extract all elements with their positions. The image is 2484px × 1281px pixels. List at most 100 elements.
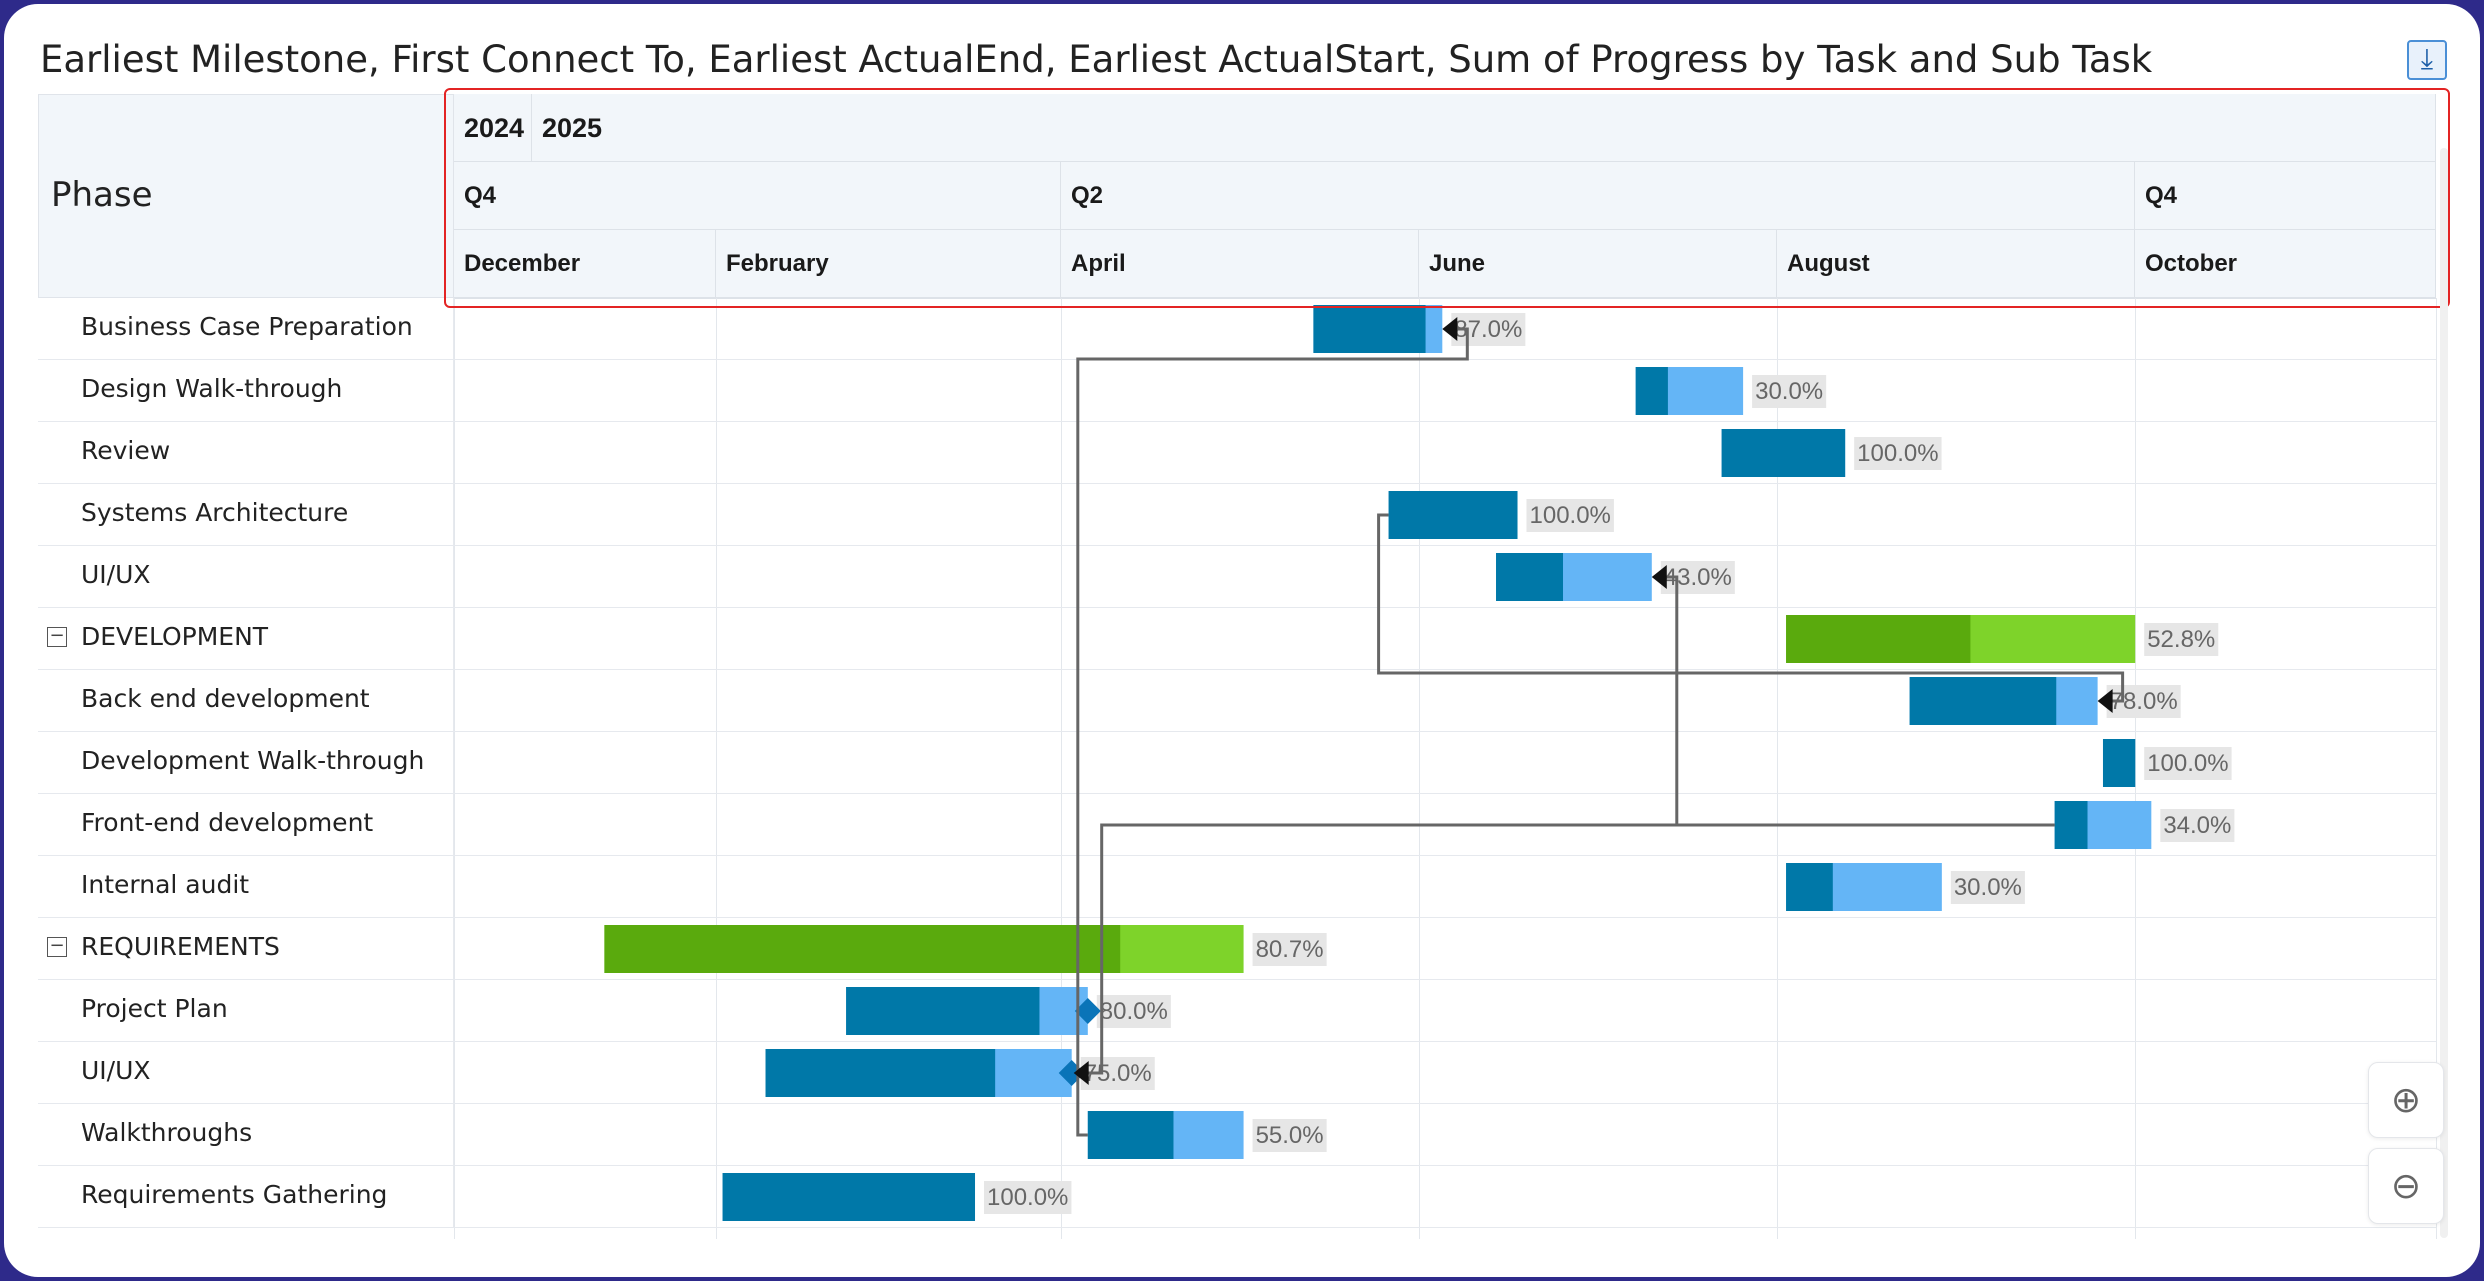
bar-progress [1635, 367, 1668, 415]
phase-label: DEVELOPMENT [81, 622, 269, 651]
month-april: April [1061, 230, 1419, 298]
bar-progress [2054, 801, 2088, 849]
month-october: October [2135, 230, 2436, 298]
row-label: Business Case Preparation [38, 298, 454, 360]
bar-progress [765, 1049, 996, 1097]
phase-label: REQUIREMENTS [81, 932, 280, 961]
row-label: Internal audit [38, 856, 454, 918]
bar-progress [604, 925, 1121, 973]
data-label-bg [2160, 809, 2235, 842]
dependency-connector [1076, 327, 1469, 1137]
dependency-connector [1079, 823, 2055, 1075]
table-row[interactable]: Design Walk-through [38, 360, 2436, 422]
data-label: 55.0% [1256, 1122, 1324, 1149]
data-label: 80.7% [1256, 936, 1324, 963]
quarter-q4-2024: Q4 [454, 162, 1061, 230]
grid-line [716, 298, 717, 1239]
dependency-arrow [1073, 1061, 1089, 1085]
data-label-bg [984, 1181, 1072, 1214]
data-label-bg [2144, 623, 2219, 656]
milestone-marker [1074, 998, 1101, 1024]
table-row[interactable]: − DEVELOPMENT [38, 608, 2436, 670]
phase-row-label: − REQUIREMENTS [38, 918, 454, 980]
data-label: 30.0% [1755, 378, 1823, 405]
row-label: Development Walk-through [38, 732, 454, 794]
grid-line [1419, 298, 1420, 1239]
data-label-bg [2144, 747, 2232, 780]
data-label-bg [1526, 499, 1614, 532]
collapse-icon[interactable]: − [47, 627, 67, 647]
bar-progress [1313, 305, 1426, 353]
dependency-connector [1377, 513, 2125, 703]
data-label-bg [1252, 933, 1327, 966]
export-icon[interactable]: ⤓ [2407, 40, 2447, 80]
phase-header-label: Phase [51, 175, 153, 215]
table-row[interactable]: Requirements Gathering [38, 1166, 2436, 1228]
grid-line [454, 298, 455, 1239]
grid-line [2135, 298, 2136, 1239]
dependency-arrow [2097, 689, 2113, 713]
year-2024: 2024 [454, 94, 532, 162]
data-label: 100.0% [987, 1184, 1068, 1211]
timeline-header: 2024 2025 Q4 Q2 Q4 December February Apr… [454, 94, 2436, 299]
zoom-in-icon[interactable]: ⊕ [2368, 1062, 2444, 1138]
grid-line [1061, 298, 1062, 1239]
bar-progress [1087, 1111, 1174, 1159]
data-label-bg [1096, 995, 1171, 1028]
month-august: August [1777, 230, 2135, 298]
table-row[interactable]: UI/UX [38, 546, 2436, 608]
row-label: Review [38, 422, 454, 484]
zoom-out-icon[interactable]: ⊖ [2368, 1148, 2444, 1224]
data-label-bg [1950, 871, 2025, 904]
table-row[interactable]: Development Walk-through [38, 732, 2436, 794]
table-row[interactable]: Systems Architecture [38, 484, 2436, 546]
grid-line [1777, 298, 1778, 1239]
vertical-scrollbar[interactable] [2440, 148, 2448, 1238]
table-row[interactable]: Project Plan [38, 980, 2436, 1042]
bar-progress [1721, 429, 1846, 477]
data-label: 100.0% [1530, 502, 1611, 529]
data-label: 34.0% [2163, 812, 2231, 839]
bar-progress [2102, 739, 2136, 787]
row-label: Front-end development [38, 794, 454, 856]
data-label: 100.0% [1857, 440, 1938, 467]
bar-progress [1786, 615, 1971, 663]
month-february: February [716, 230, 1061, 298]
dependency-arrow [1651, 565, 1667, 589]
bar-progress [1786, 863, 1833, 911]
row-label: Project Plan [38, 980, 454, 1042]
row-label: Walkthroughs [38, 1104, 454, 1166]
chart-card: Earliest Milestone, First Connect To, Ea… [4, 4, 2480, 1277]
phase-row-label: − DEVELOPMENT [38, 608, 454, 670]
bar-progress [1496, 553, 1564, 601]
data-label-bg [1752, 375, 1827, 408]
table-row[interactable]: − REQUIREMENTS [38, 918, 2436, 980]
row-label: Design Walk-through [38, 360, 454, 422]
data-label: 80.0% [1100, 998, 1168, 1025]
quarter-q4-2025: Q4 [2135, 162, 2436, 230]
table-row[interactable]: UI/UX [38, 1042, 2436, 1104]
gantt-bars: 87.0%30.0%100.0%100.0%43.0%52.8%78.0%100… [604, 305, 2235, 1221]
collapse-icon[interactable]: − [47, 937, 67, 957]
row-label: Requirements Gathering [38, 1166, 454, 1228]
table-row[interactable]: Walkthroughs [38, 1104, 2436, 1166]
data-label: 30.0% [1954, 874, 2022, 901]
gantt-grid: Phase 2024 2025 Q4 Q2 Q4 December Februa… [38, 94, 2452, 1239]
data-label-bg [1854, 437, 1942, 470]
data-label: 52.8% [2147, 626, 2215, 653]
table-row[interactable]: Internal audit [38, 856, 2436, 918]
row-label: UI/UX [38, 546, 454, 608]
bar-progress [846, 987, 1040, 1035]
table-row[interactable]: Review [38, 422, 2436, 484]
row-label: Systems Architecture [38, 484, 454, 546]
table-row[interactable]: Back end development [38, 670, 2436, 732]
month-june: June [1419, 230, 1777, 298]
month-december: December [454, 230, 716, 298]
row-label: UI/UX [38, 1042, 454, 1104]
bar-progress [1388, 491, 1518, 539]
grid-line [2436, 298, 2437, 1239]
quarter-q2-2025: Q2 [1061, 162, 2135, 230]
data-label: 100.0% [2147, 750, 2228, 777]
table-row[interactable]: Front-end development [38, 794, 2436, 856]
chart-title: Earliest Milestone, First Connect To, Ea… [40, 38, 2153, 81]
